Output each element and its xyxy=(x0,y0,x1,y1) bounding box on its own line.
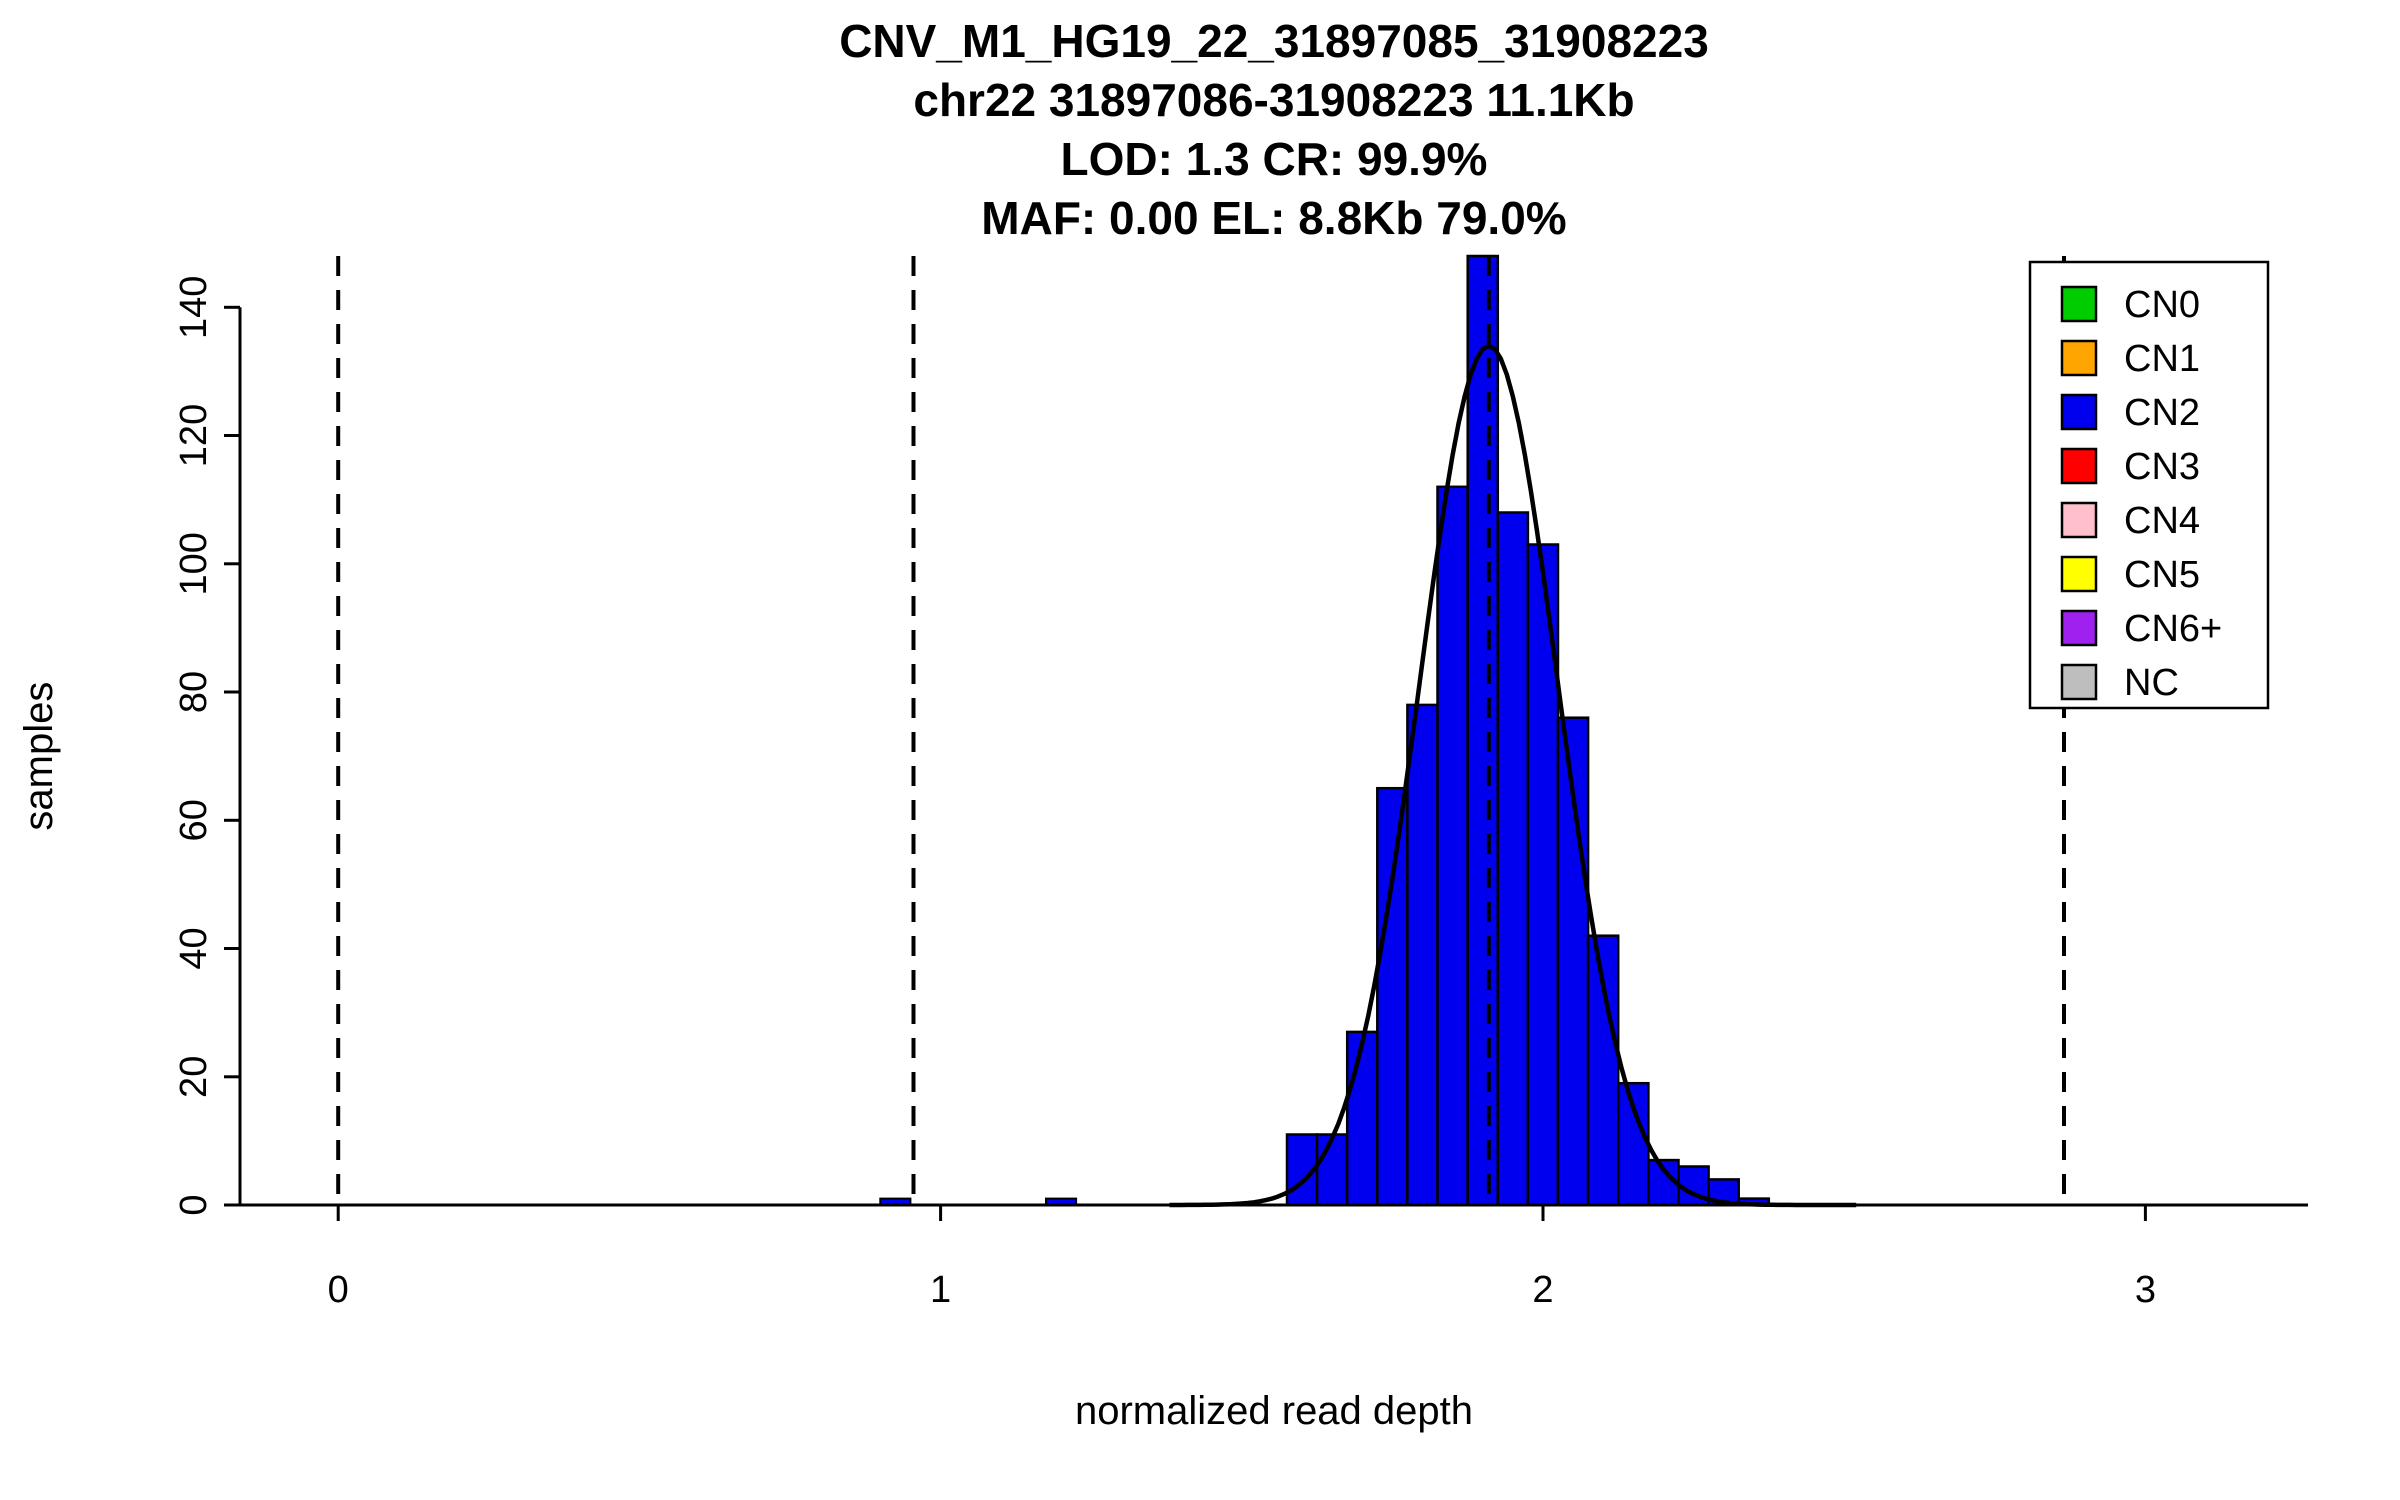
legend-label: CN0 xyxy=(2124,284,2200,326)
y-axis-tick-label: 120 xyxy=(173,404,215,467)
y-axis-tick-label: 0 xyxy=(173,1194,215,1215)
legend-swatch-cn0 xyxy=(2060,285,2098,323)
legend-swatch-cn2 xyxy=(2060,393,2098,431)
title-line-region: chr22 31897086-31908223 11.1Kb xyxy=(913,74,1635,126)
legend-swatch-cn3 xyxy=(2060,447,2098,485)
legend-label: CN2 xyxy=(2124,392,2200,434)
histogram-bar xyxy=(1406,703,1439,1207)
histogram-bar xyxy=(1436,485,1469,1207)
x-axis-tick-label: 3 xyxy=(2135,1269,2156,1311)
y-axis-tick-label: 100 xyxy=(173,532,215,595)
histogram-bar xyxy=(1345,1030,1379,1207)
histogram-bar xyxy=(1496,511,1530,1207)
legend-swatch-cn1 xyxy=(2060,339,2098,377)
y-axis-tick-label: 140 xyxy=(173,276,215,339)
legend-swatch-nc xyxy=(2060,663,2098,701)
y-axis-label: samples xyxy=(17,682,61,831)
title-line-identifier: CNV_M1_HG19_22_31897085_31908223 xyxy=(839,15,1709,67)
x-axis-label: normalized read depth xyxy=(1075,1389,1473,1433)
x-axis-tick-label: 2 xyxy=(1532,1269,1553,1311)
histogram-bar xyxy=(1376,786,1409,1207)
legend-swatch-cn4 xyxy=(2060,501,2098,539)
y-axis-tick-label: 20 xyxy=(173,1056,215,1098)
title-line-lod-cr: LOD: 1.3 CR: 99.9% xyxy=(1060,133,1488,185)
x-axis-tick-label: 1 xyxy=(930,1269,951,1311)
legend-label: CN5 xyxy=(2124,554,2200,596)
histogram-bar xyxy=(1466,254,1500,1207)
legend-label: CN4 xyxy=(2124,500,2200,542)
y-axis-tick-label: 40 xyxy=(173,927,215,969)
histogram-bar xyxy=(1315,1133,1349,1207)
legend-swatch-cn6plus xyxy=(2060,609,2098,647)
y-axis-tick-label: 60 xyxy=(173,799,215,841)
legend-swatch-cn5 xyxy=(2060,555,2098,593)
legend-label: CN6+ xyxy=(2124,608,2222,650)
y-axis-tick-label: 80 xyxy=(173,671,215,713)
legend-label: NC xyxy=(2124,662,2179,704)
x-axis-tick-label: 0 xyxy=(328,1269,349,1311)
chart-title-block: CNV_M1_HG19_22_31897085_31908223 chr22 3… xyxy=(148,12,2400,248)
legend-label: CN1 xyxy=(2124,338,2200,380)
legend-label: CN3 xyxy=(2124,446,2200,488)
title-line-maf-el: MAF: 0.00 EL: 8.8Kb 79.0% xyxy=(981,192,1567,244)
legend: CN0 CN1 CN2 CN3 CN4 CN5 CN6+ NC xyxy=(2028,260,2270,710)
